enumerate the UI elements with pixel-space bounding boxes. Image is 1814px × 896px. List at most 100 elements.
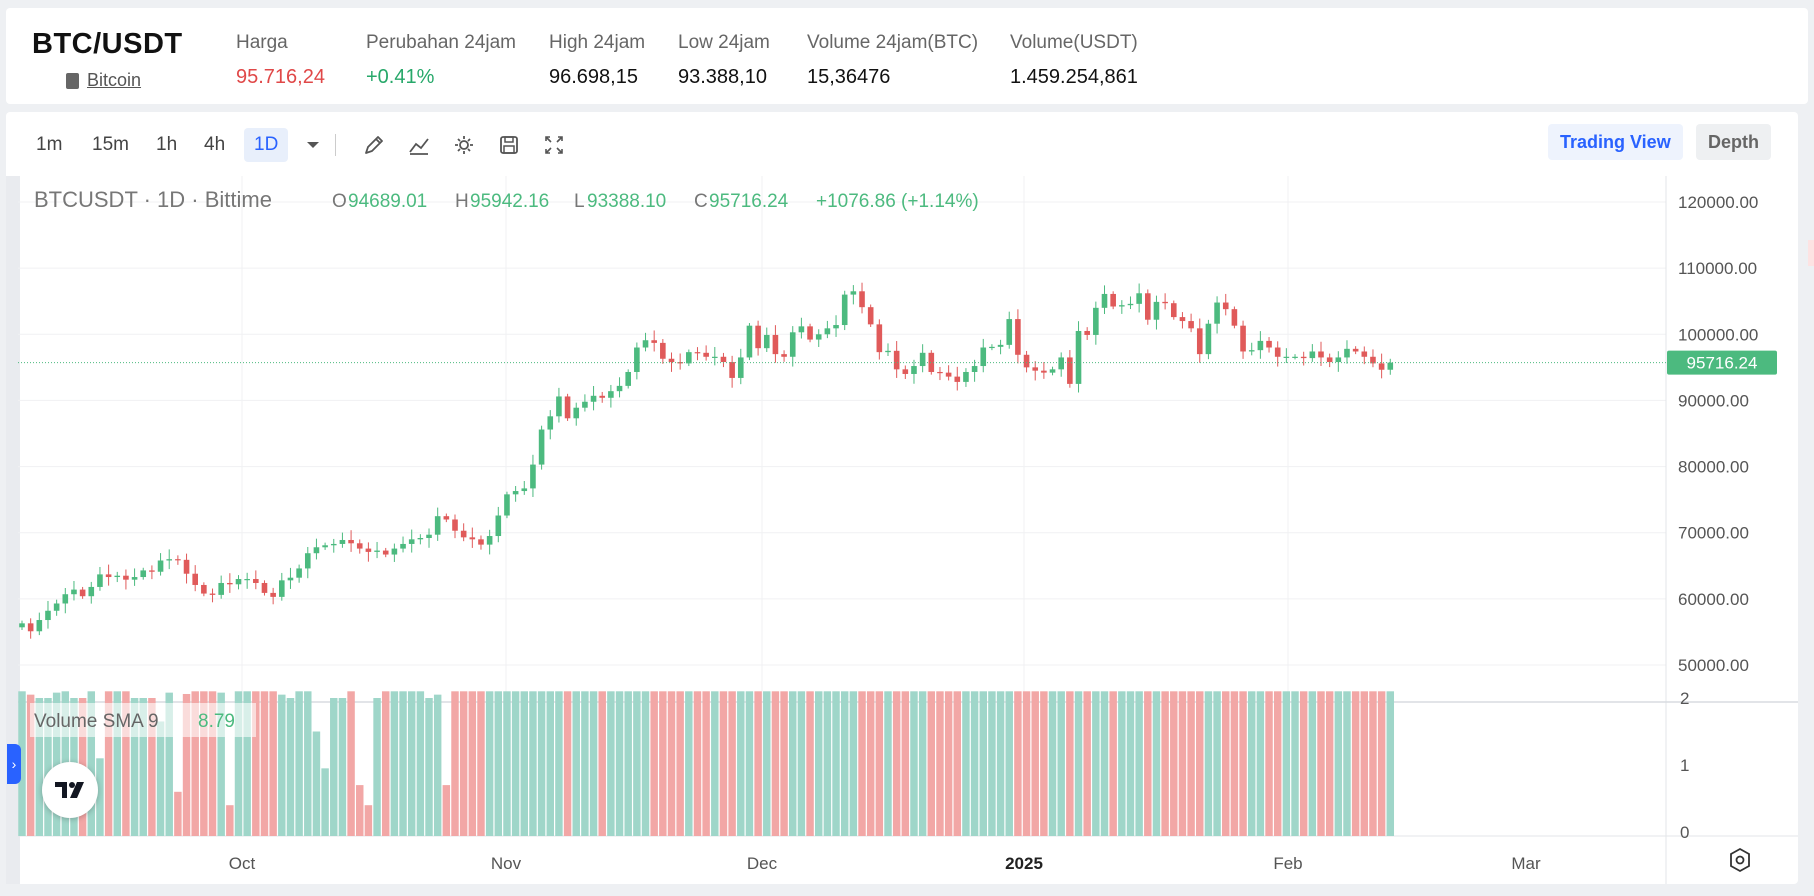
stat-price: Harga 95.716,24	[236, 32, 325, 89]
volume-bar	[1126, 691, 1135, 836]
candle	[1110, 293, 1116, 307]
timeframe-4h[interactable]: 4h	[204, 134, 226, 155]
candle	[668, 358, 675, 363]
candlestick-chart[interactable]: 95716.24 120000.00 110000.00 100000.00 90000…	[6, 176, 1798, 884]
volume-bar	[139, 698, 147, 836]
candle	[322, 545, 328, 548]
volume-bar	[165, 692, 173, 836]
volume-bar	[1135, 691, 1143, 836]
candle	[131, 577, 138, 580]
stat-label: High 24jam	[549, 32, 646, 53]
candle	[382, 550, 389, 555]
volume-tick-label: 0	[1680, 823, 1689, 842]
volume-bar	[789, 691, 797, 836]
depth-button[interactable]: Depth	[1696, 124, 1771, 160]
candle	[556, 396, 562, 417]
gear-icon[interactable]	[447, 128, 481, 162]
volume-bar	[1204, 691, 1213, 836]
volume-bar	[1187, 691, 1195, 836]
timeframe-1h[interactable]: 1h	[156, 134, 178, 155]
volume-bar	[659, 691, 667, 836]
tradingview-logo[interactable]	[42, 762, 98, 818]
volume-bar	[607, 691, 615, 836]
volume-bar	[477, 691, 485, 836]
volume-bar	[104, 691, 113, 836]
time-tick-label: Nov	[491, 854, 522, 873]
candle	[1101, 293, 1108, 308]
candle	[789, 332, 796, 357]
candle	[997, 344, 1004, 347]
candle	[1240, 325, 1246, 352]
candle	[755, 325, 761, 349]
chart-settings-icon[interactable]	[1726, 846, 1754, 874]
candle	[1257, 340, 1264, 351]
pencil-icon[interactable]	[357, 128, 391, 162]
volume-bar	[719, 691, 728, 836]
candle	[1145, 293, 1151, 320]
save-icon[interactable]	[492, 128, 526, 162]
expand-sidebar-button[interactable]: ›	[7, 744, 21, 784]
volume-bar	[520, 691, 529, 836]
volume-bar	[598, 691, 606, 836]
candle	[105, 574, 112, 578]
edge-marker	[1808, 240, 1814, 266]
candle	[1127, 303, 1134, 306]
candle	[123, 575, 129, 580]
volume-bar	[1014, 691, 1022, 836]
volume-bar	[858, 691, 866, 836]
candle	[660, 342, 666, 359]
volume-bar	[113, 691, 121, 836]
volume-tick-label: 1	[1680, 756, 1689, 775]
candle	[88, 586, 95, 597]
volume-bar	[260, 691, 269, 836]
candle	[1119, 305, 1125, 307]
candle	[512, 491, 519, 495]
candle	[608, 391, 614, 398]
dropdown-chevron-icon[interactable]	[296, 128, 330, 162]
candle	[45, 610, 51, 621]
volume-bar	[693, 691, 702, 836]
candle	[772, 334, 779, 355]
volume-bar	[1239, 691, 1247, 836]
price-tick-label: 90000.00	[1678, 391, 1749, 410]
volume-bar	[849, 691, 858, 836]
stat-value: 1.459.254,861	[1010, 66, 1138, 88]
candle	[478, 539, 484, 545]
volume-bar	[278, 694, 286, 836]
candle	[859, 291, 865, 308]
volume-bars	[18, 691, 1395, 836]
volume-bar	[407, 691, 416, 836]
volume-bar	[226, 805, 234, 836]
timeframe-1m[interactable]: 1m	[36, 134, 63, 155]
trading-view-button[interactable]: Trading View	[1548, 124, 1683, 160]
candle	[140, 570, 147, 578]
legend-change: +1076.86 (+1.14%)	[816, 191, 979, 212]
coin-name[interactable]: Bitcoin	[87, 70, 142, 90]
legend-c-value: 95716.24	[709, 191, 789, 212]
volume-bar	[996, 691, 1005, 836]
volume-bar	[312, 731, 321, 836]
volume-bar	[468, 691, 477, 836]
candle	[1188, 321, 1194, 329]
candle	[1283, 356, 1290, 358]
volume-bar	[711, 691, 719, 836]
candle	[486, 536, 493, 545]
stat-label: Harga	[236, 32, 288, 53]
volume-bar	[286, 698, 295, 836]
fullscreen-icon[interactable]	[537, 128, 571, 162]
indicator-icon[interactable]	[402, 128, 436, 162]
volume-bar	[1317, 691, 1325, 836]
candle	[634, 347, 640, 372]
candle	[1049, 369, 1056, 373]
candle	[227, 582, 233, 585]
volume-bar	[269, 691, 277, 836]
volume-bar	[650, 691, 658, 836]
timeframe-15m[interactable]: 15m	[92, 134, 129, 155]
candle	[763, 334, 770, 349]
timeframe-1d[interactable]: 1D	[244, 128, 289, 162]
chart-panel: 1m 15m 1h 4h 1D Trading View Depth 95716…	[6, 112, 1798, 884]
candle	[313, 547, 320, 554]
candle	[1292, 356, 1298, 358]
candle	[1075, 330, 1082, 384]
coin-link[interactable]: Bitcoin	[66, 70, 141, 91]
